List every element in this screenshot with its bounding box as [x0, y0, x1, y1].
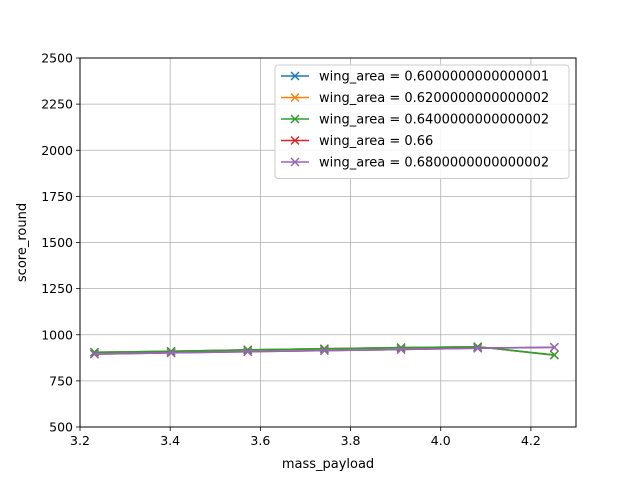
legend-entry: wing_area = 0.6000000000000001: [281, 70, 549, 85]
data-point: [319, 346, 329, 356]
series-group: [89, 342, 559, 360]
legend-box: [274, 64, 570, 179]
data-point: [290, 93, 300, 102]
y-tick-label: 1500: [41, 235, 73, 250]
legend-label: wing_area = 0.6000000000000001: [319, 70, 549, 85]
data-point: [89, 349, 99, 359]
legend: wing_area = 0.6000000000000001 wing_area …: [274, 64, 570, 179]
data-point: [89, 347, 99, 357]
y-tick-label: 2500: [41, 51, 73, 66]
y-tick-label: 2000: [41, 143, 73, 158]
legend-entry: wing_area = 0.6800000000000002: [281, 156, 549, 171]
data-point: [166, 346, 176, 356]
ticks: 3.2 3.4 3.6 3.8 4.0 4.2 500 750 1000 1250 1500 1750…: [41, 51, 541, 449]
data-point: [549, 342, 559, 352]
data-point: [473, 342, 483, 352]
y-axis-label: score_round: [15, 203, 30, 282]
legend-label: wing_area = 0.6200000000000002: [319, 91, 549, 106]
y-tick-label: 750: [49, 373, 73, 388]
x-tick-label: 4.0: [431, 433, 451, 448]
x-tick-label: 4.2: [521, 433, 541, 448]
legend-entry: wing_area = 0.6200000000000002: [281, 91, 549, 106]
series-line: [89, 342, 559, 359]
data-point: [243, 347, 253, 357]
data-point: [290, 136, 300, 145]
y-tick-label: 2250: [41, 97, 73, 112]
y-tick-label: 500: [49, 420, 73, 435]
x-tick-label: 3.4: [160, 433, 180, 448]
x-tick-label: 3.6: [250, 433, 270, 448]
legend-entry: wing_area = 0.66: [281, 134, 433, 149]
x-axis-label: mass_payload: [282, 457, 374, 472]
x-tick-label: 3.2: [70, 433, 90, 448]
legend-entry: wing_area = 0.6400000000000002: [281, 113, 549, 128]
data-point: [166, 348, 176, 358]
data-point: [290, 71, 300, 81]
y-tick-label: 1250: [41, 281, 73, 296]
data-point: [290, 157, 300, 167]
data-point: [290, 114, 300, 124]
x-tick-label: 3.8: [341, 433, 361, 448]
data-point: [549, 350, 559, 360]
data-point: [396, 345, 406, 355]
y-tick-label: 1750: [41, 189, 73, 204]
legend-label: wing_area = 0.6400000000000002: [319, 113, 549, 128]
legend-label: wing_area = 0.66: [319, 134, 433, 149]
y-tick-label: 1000: [41, 327, 73, 342]
legend-label: wing_area = 0.6800000000000002: [319, 156, 549, 171]
data-point: [473, 343, 483, 353]
